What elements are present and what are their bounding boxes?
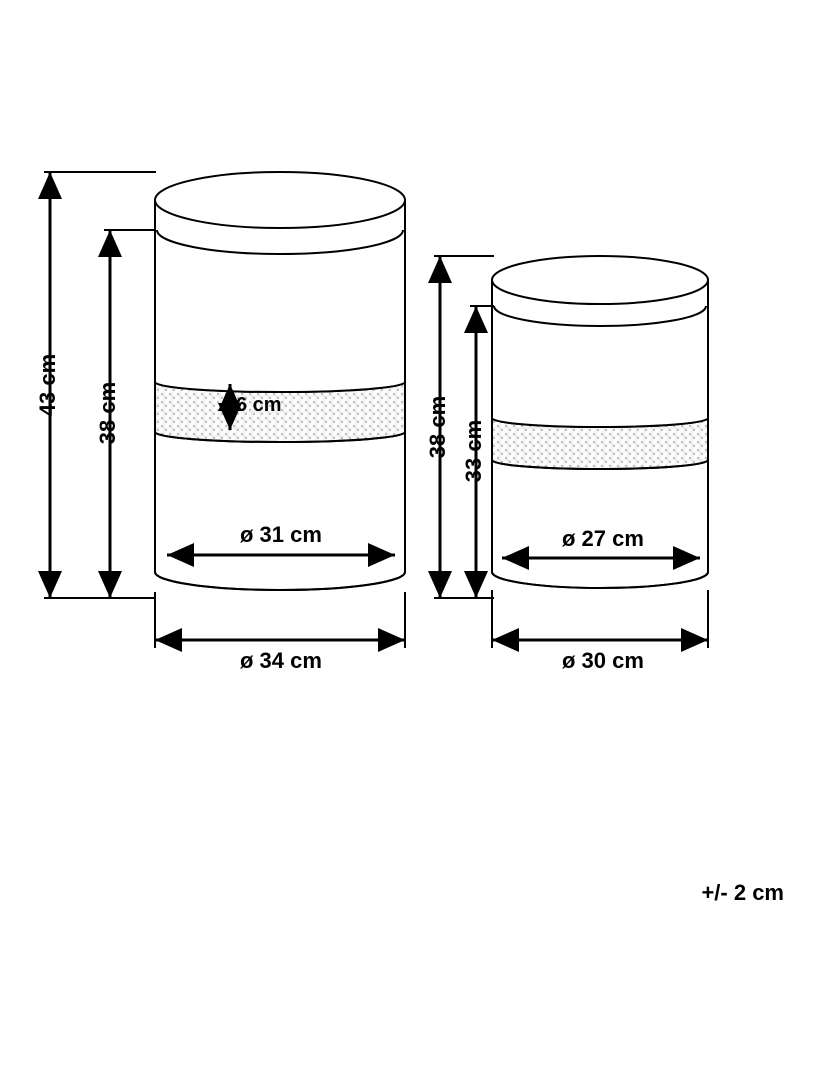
label-large-height-total: 43 cm xyxy=(35,345,61,425)
label-small-height-total: 38 cm xyxy=(425,387,451,467)
label-small-height-body: 33 cm xyxy=(461,411,487,491)
tolerance-label: +/- 2 cm xyxy=(701,880,784,906)
label-large-band-height: 6 cm xyxy=(236,394,282,417)
pouf-small xyxy=(492,256,708,648)
label-small-inner-diameter: ø 27 cm xyxy=(562,526,644,552)
label-small-outer-diameter: ø 30 cm xyxy=(562,648,644,674)
label-large-outer-diameter: ø 34 cm xyxy=(240,648,322,674)
label-large-height-body: 38 cm xyxy=(95,373,121,453)
label-large-inner-diameter: ø 31 cm xyxy=(240,522,322,548)
dimension-diagram xyxy=(0,0,830,1080)
